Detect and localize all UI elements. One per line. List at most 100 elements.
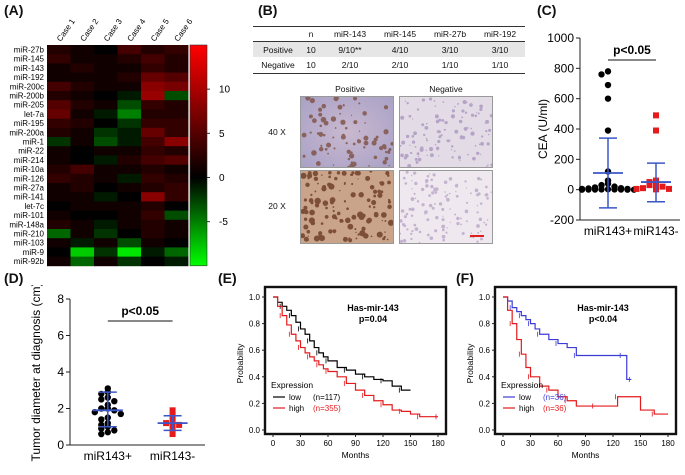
tissue-speck	[416, 200, 420, 203]
tissue-speck	[425, 137, 428, 140]
heatmap-cell	[141, 183, 165, 193]
tissue-speck	[307, 239, 309, 242]
tissue-speck	[345, 141, 348, 145]
heatmap-cell	[164, 118, 189, 129]
tissue-speck	[370, 235, 373, 238]
tissue-speck	[384, 231, 386, 233]
tissue-speck	[486, 142, 490, 146]
heatmap-col-label: Case 3	[102, 17, 124, 43]
heatmap-cell	[164, 137, 189, 147]
table-top-rule	[253, 26, 525, 27]
tissue-speck	[478, 217, 483, 222]
heatmap-cell	[47, 192, 71, 202]
data-point	[659, 183, 666, 190]
ihc-table: n miR-143 miR-145 miR-27b miR-192 Positi…	[253, 26, 525, 86]
tissue-speck	[365, 175, 371, 181]
tissue-speck	[474, 144, 477, 147]
heatmap-cell	[141, 247, 165, 257]
tissue-speck	[327, 152, 329, 155]
legend-title: Expression	[271, 380, 313, 390]
heatmap-cell	[164, 238, 189, 248]
x-tick-label: 0	[501, 439, 506, 448]
heatmap-cell	[94, 247, 118, 257]
heatmap-row-label: miR-9	[23, 248, 45, 257]
heatmap-cell	[164, 81, 189, 92]
tissue-speck	[357, 139, 362, 144]
data-point	[604, 81, 612, 89]
table-cell: 2/10	[391, 60, 409, 70]
tissue-speck	[369, 171, 373, 173]
colorbar-tick-label: 10	[219, 85, 231, 96]
heatmap-cell	[47, 229, 71, 239]
x-tick-label: 0	[271, 439, 276, 448]
tissue-speck	[476, 224, 480, 228]
tissue-speck	[443, 128, 446, 131]
tissue-speck	[487, 164, 489, 166]
tissue-speck	[411, 118, 414, 120]
tissue-speck	[358, 192, 364, 198]
data-point	[666, 185, 672, 192]
tissue-speck	[318, 107, 323, 112]
heatmap-cell	[141, 72, 165, 83]
tissue-speck	[339, 189, 341, 192]
tissue-speck	[441, 218, 445, 222]
heatmap-cell	[164, 201, 189, 211]
heatmap-cell	[164, 173, 189, 184]
tissue-speck	[414, 197, 417, 200]
data-point	[98, 416, 105, 423]
tissue-speck	[363, 135, 369, 141]
tissue-speck	[446, 197, 450, 202]
tissue-speck	[425, 149, 427, 151]
tissue-speck	[347, 157, 351, 161]
table-cell: 1/10	[491, 60, 509, 70]
tissue-speck	[441, 224, 446, 229]
tissue-speck	[454, 213, 457, 216]
tissue-speck	[435, 215, 439, 220]
tissue-speck	[336, 171, 341, 175]
heatmap-cell	[117, 146, 142, 156]
tissue-speck	[450, 114, 455, 119]
tissue-speck	[464, 209, 469, 214]
heatmap-cell	[117, 137, 142, 147]
tissue-speck	[305, 182, 310, 188]
tissue-speck	[348, 238, 353, 243]
x-tick-label: 150	[634, 439, 648, 448]
tissue-speck	[476, 211, 479, 214]
tissue-speck	[446, 139, 450, 143]
tissue-speck	[474, 188, 479, 193]
tissue-speck	[373, 137, 378, 142]
tissue-speck	[449, 208, 451, 210]
tissue-speck	[320, 116, 327, 123]
heatmap-row-label: miR-141	[14, 193, 45, 202]
x-tick-label: 90	[581, 439, 590, 448]
tissue-speck	[409, 144, 411, 146]
tissue-speck	[477, 192, 481, 196]
y-tick-label: 2	[57, 402, 64, 416]
heatmap-cell	[141, 118, 165, 129]
y-tick-label: 0.8	[249, 320, 261, 329]
x-tick-label: 180	[661, 439, 675, 448]
tissue-speck	[313, 176, 319, 182]
tissue-speck	[341, 171, 347, 176]
tissue-speck	[437, 139, 441, 144]
tissue-speck	[444, 191, 447, 193]
tissue-speck	[470, 113, 475, 117]
heatmap-row-label: miR-103	[14, 239, 45, 248]
tissue-speck	[387, 150, 391, 154]
tissue-speck	[382, 160, 387, 165]
heatmap-row-label: let-7c	[24, 202, 44, 211]
data-point	[598, 71, 605, 78]
y-tick-label: 0.6	[479, 346, 491, 355]
tissue-speck	[373, 155, 378, 160]
heatmap-cell	[141, 127, 165, 138]
survival-line	[503, 296, 632, 381]
tissue-speck	[388, 164, 390, 167]
heatmap-row-label: miR-143	[14, 64, 45, 73]
tissue-speck	[343, 183, 346, 185]
y-tick-label: 0	[57, 438, 64, 452]
micrograph-negative-20x	[399, 170, 493, 244]
y-tick-label: 800	[554, 61, 574, 75]
tissue-speck	[470, 127, 472, 130]
tissue-speck	[308, 97, 311, 98]
tissue-speck	[461, 109, 465, 113]
